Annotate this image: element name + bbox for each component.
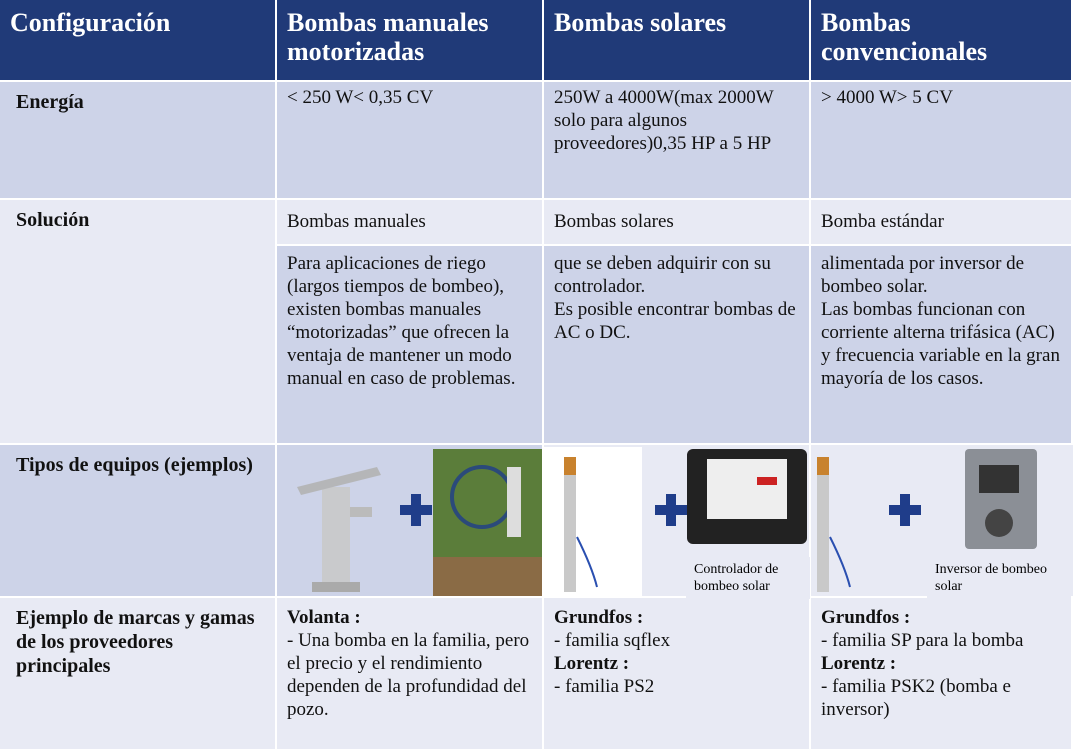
header-cell: Bombas manuales motorizadas (277, 0, 542, 80)
inverter (965, 449, 1037, 549)
cell: Grundfos :- familia sqflex Lorentz :- fam… (544, 598, 809, 749)
line: - familia SP para la bomba (821, 630, 1024, 651)
cell: alimentada por inversor de bombeo solar.… (811, 246, 1071, 443)
paragraph: Las bombas funcionan con corriente alter… (821, 299, 1060, 389)
caption: Inversor de bombeo solar (927, 557, 1071, 599)
row-label: Tipos de equipos (ejemplos) (0, 445, 275, 596)
header-cell: Configuración (0, 0, 275, 80)
paragraph: Para aplicaciones de riego (largos tiemp… (287, 253, 516, 389)
conventional-pump (817, 457, 851, 592)
paragraph: que se deben adquirir con su controlador… (554, 253, 771, 297)
brand: Lorentz : (821, 653, 897, 674)
cell: Bomba estándar (811, 200, 1071, 244)
brand: Lorentz : (554, 653, 630, 674)
plus (655, 494, 687, 526)
line: - familia sqflex (554, 630, 671, 651)
hand-pump (297, 467, 381, 592)
line: - familia PSK2 (bomba e inversor) (821, 676, 1011, 720)
brand: Volanta : (287, 607, 361, 628)
cell: Grundfos :- familia SP para la bomba Lore… (811, 598, 1071, 749)
row-label: Ejemplo de marcas y gamas de los proveed… (0, 598, 275, 749)
plus (889, 494, 921, 526)
cell: Bombas solares (544, 200, 809, 244)
brand: Grundfos : (821, 607, 911, 628)
solar-pump (542, 447, 642, 598)
cell: 250W a 4000W(max 2000W solo para algunos… (544, 82, 809, 198)
header-cell: Bombas solares (544, 0, 809, 80)
brand: Grundfos : (554, 607, 644, 628)
row-label: Solución (0, 200, 275, 443)
plus (400, 494, 432, 526)
equipment-images (297, 447, 1037, 598)
cell: Volanta :- Una bomba en la familia, pero… (277, 598, 542, 749)
header-cell: Bombas convencionales (811, 0, 1071, 80)
photo (433, 449, 543, 596)
cell: < 250 W< 0,35 CV (277, 82, 542, 198)
row-label: Energía (0, 82, 275, 198)
paragraph: Es posible encontrar bombas de AC o DC. (554, 299, 796, 343)
line: - Una bomba en la familia, pero el preci… (287, 630, 530, 720)
cell: Para aplicaciones de riego (largos tiemp… (277, 246, 542, 443)
cell: que se deben adquirir con su controlador… (544, 246, 809, 443)
cell: > 4000 W> 5 CV (811, 82, 1071, 198)
cell: Bombas manuales (277, 200, 542, 244)
caption: Controlador de bombeo solar (686, 557, 810, 599)
paragraph: alimentada por inversor de bombeo solar. (821, 253, 1025, 297)
line: - familia PS2 (554, 676, 655, 697)
controller (687, 449, 807, 544)
